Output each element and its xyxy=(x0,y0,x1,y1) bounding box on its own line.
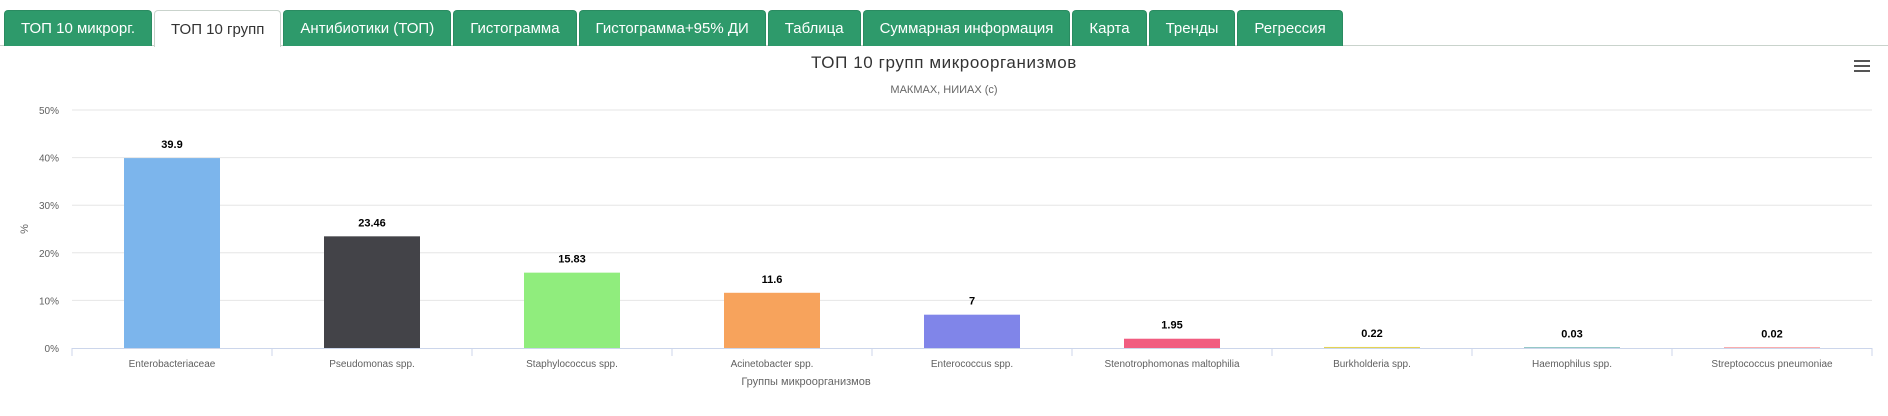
x-axis: Enterobacteriaceae Pseudomonas spp. Staphy… xyxy=(71,348,1873,370)
bar[interactable] xyxy=(724,292,820,348)
data-label: 0.02 xyxy=(1761,329,1782,341)
chart-title: ТОП 10 групп микроорганизмов xyxy=(811,53,1077,72)
tab-3[interactable]: Гистограмма xyxy=(453,10,577,46)
x-tick-label: Haemophilus spp. xyxy=(1532,359,1612,370)
data-label: 7 xyxy=(969,296,975,308)
data-label: 0.03 xyxy=(1561,329,1582,341)
y-axis-ticks: 0% 10% 20% 30% 40% 50% xyxy=(39,106,59,355)
data-labels: 39.9 23.46 15.83 11.6 7 1.95 0.22 0.03 0.02 xyxy=(161,139,1782,340)
bars xyxy=(124,158,1820,348)
y-axis-title: % xyxy=(19,224,31,234)
y-tick-label: 50% xyxy=(39,106,59,117)
x-axis-title: Группы микроорганизмов xyxy=(741,376,871,388)
data-label: 39.9 xyxy=(161,139,182,151)
tab-9[interactable]: Регрессия xyxy=(1237,10,1343,46)
x-tick-label: Pseudomonas spp. xyxy=(329,359,415,370)
tab-5[interactable]: Таблица xyxy=(767,10,861,46)
chart-menu-icon[interactable] xyxy=(1852,58,1874,76)
bar[interactable] xyxy=(1124,338,1220,348)
bar[interactable] xyxy=(524,272,620,348)
y-tick-label: 30% xyxy=(39,201,59,212)
bar[interactable] xyxy=(1524,347,1620,349)
data-label: 11.6 xyxy=(762,274,783,286)
tab-bar: ТОП 10 микрорг. ТОП 10 групп Антибиотики (… xyxy=(0,0,1888,47)
x-tick-label: Staphylococcus spp. xyxy=(526,359,618,370)
bar[interactable] xyxy=(1324,346,1420,348)
data-label: 0.22 xyxy=(1361,328,1382,340)
bar[interactable] xyxy=(924,314,1020,348)
chart-subtitle: МАКМАХ, НИИАХ (с) xyxy=(890,84,997,96)
tab-7[interactable]: Карта xyxy=(1072,10,1147,46)
x-tick-label: Stenotrophomonas maltophilia xyxy=(1104,359,1240,370)
tabs: ТОП 10 микрорг. ТОП 10 групп Антибиотики (… xyxy=(4,10,1345,47)
bar-chart: ТОП 10 групп микроорганизмов МАКМАХ, НИИ… xyxy=(19,53,1874,388)
y-tick-label: 20% xyxy=(39,249,59,260)
bar[interactable] xyxy=(1724,347,1820,349)
x-tick-label: Enterobacteriaceae xyxy=(129,359,216,370)
tab-0[interactable]: ТОП 10 микрорг. xyxy=(4,10,153,46)
bar[interactable] xyxy=(124,158,220,348)
x-tick-label: Acinetobacter spp. xyxy=(731,359,814,370)
tab-4[interactable]: Гистограмма+95% ДИ xyxy=(578,10,766,46)
y-tick-label: 40% xyxy=(39,154,59,165)
data-label: 23.46 xyxy=(358,217,386,229)
tab-8[interactable]: Тренды xyxy=(1148,10,1236,46)
tab-6[interactable]: Суммарная информация xyxy=(862,10,1071,46)
y-tick-label: 0% xyxy=(45,344,60,355)
tab-2[interactable]: Антибиотики (ТОП) xyxy=(283,10,452,46)
data-label: 15.83 xyxy=(558,254,586,266)
x-tick-label: Streptococcus pneumoniae xyxy=(1711,359,1833,370)
y-tick-label: 10% xyxy=(39,296,59,307)
x-tick-label: Enterococcus spp. xyxy=(931,359,1013,370)
x-tick-label: Burkholderia spp. xyxy=(1333,359,1411,370)
data-label: 1.95 xyxy=(1161,320,1182,332)
tab-1[interactable]: ТОП 10 групп xyxy=(154,10,282,47)
bar[interactable] xyxy=(324,236,420,348)
